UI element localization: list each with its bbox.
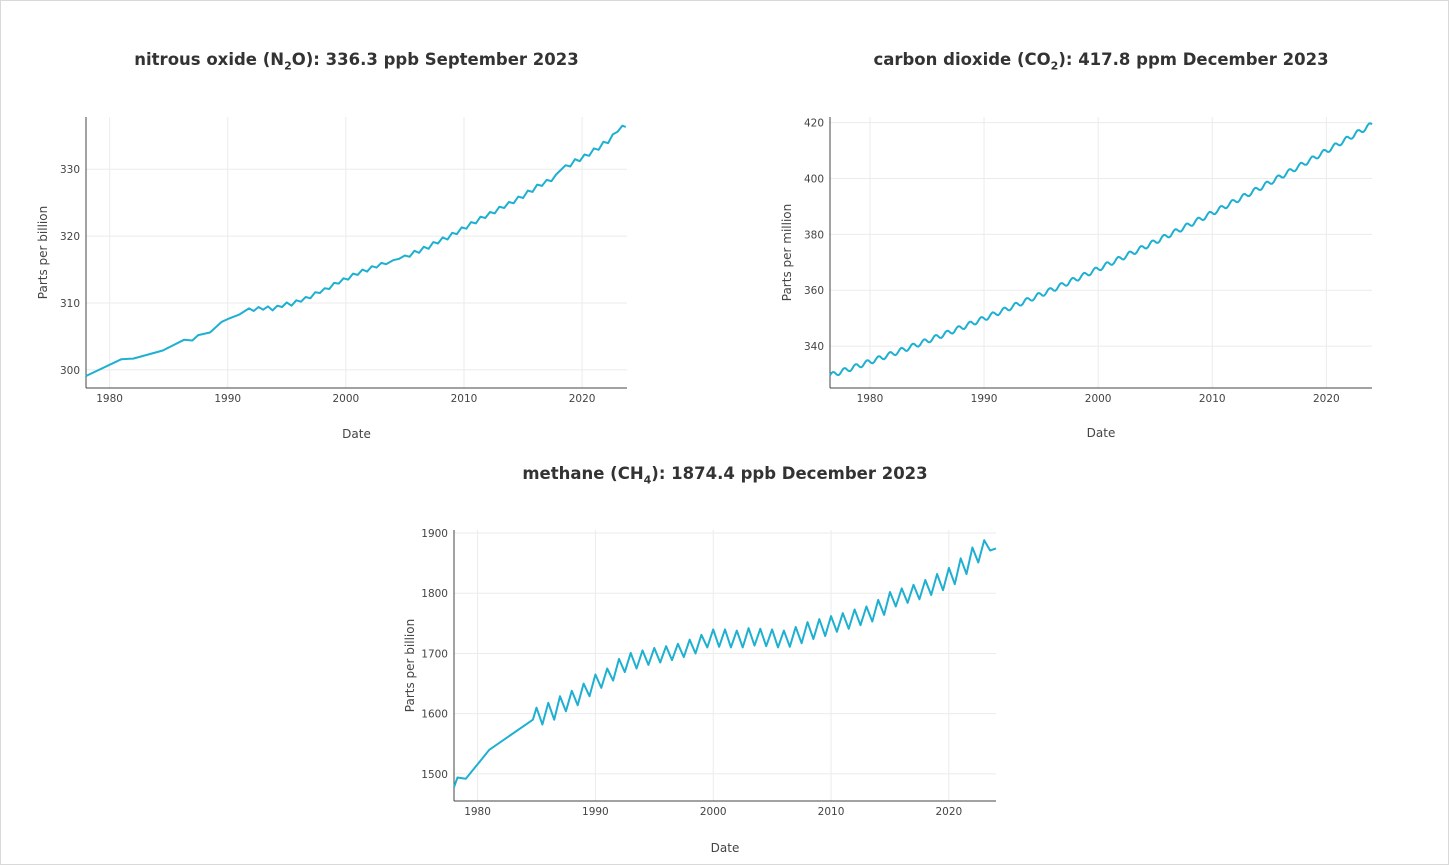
co2-y-tick-label: 380 <box>804 229 824 241</box>
co2-y-tick-label: 360 <box>804 285 824 297</box>
ch4-y-tick-label: 1600 <box>421 709 448 721</box>
n2o-x-tick-label: 2000 <box>333 393 360 405</box>
ch4-y-tick-label: 1700 <box>421 648 448 660</box>
n2o-x-tick-label: 2010 <box>451 393 478 405</box>
n2o-y-tick-label: 320 <box>60 231 80 243</box>
co2-y-tick-label: 340 <box>804 341 824 353</box>
ch4-y-tick-label: 1900 <box>421 528 448 540</box>
co2-x-tick-label: 2010 <box>1199 393 1226 405</box>
n2o-y-axis-label: Parts per billion <box>36 206 50 299</box>
co2-series-line <box>829 122 1373 377</box>
co2-chart-title: carbon dioxide (CO2): 417.8 ppm December… <box>873 50 1329 73</box>
ch4-x-tick-label: 2010 <box>818 806 845 818</box>
ch4-y-axis-label: Parts per billion <box>403 619 417 712</box>
co2-y-axis-label: Parts per million <box>780 204 794 301</box>
n2o-x-axis-label: Date <box>342 427 371 441</box>
co2-x-axis-label: Date <box>1087 426 1116 440</box>
ch4-y-tick-label: 1500 <box>421 769 448 781</box>
co2-x-tick-label: 2000 <box>1085 393 1112 405</box>
n2o-x-tick-label: 1990 <box>214 393 241 405</box>
co2-y-tick-label: 400 <box>804 173 824 185</box>
co2-y-tick-label: 420 <box>804 118 824 130</box>
n2o-x-tick-label: 2020 <box>569 393 596 405</box>
ch4-x-tick-label: 2020 <box>936 806 963 818</box>
n2o-y-tick-label: 330 <box>60 164 80 176</box>
ch4-x-tick-label: 1980 <box>464 806 491 818</box>
ch4-chart-title: methane (CH4): 1874.4 ppb December 2023 <box>522 464 928 487</box>
co2-x-tick-label: 1990 <box>971 393 998 405</box>
ch4-x-tick-label: 1990 <box>582 806 609 818</box>
n2o-chart-title: nitrous oxide (N2O): 336.3 ppb September… <box>134 50 579 73</box>
n2o-y-tick-label: 300 <box>60 365 80 377</box>
n2o-y-tick-label: 310 <box>60 298 80 310</box>
ch4-series-line <box>453 539 997 788</box>
ch4-x-tick-label: 2000 <box>700 806 727 818</box>
co2-x-tick-label: 1980 <box>857 393 884 405</box>
ch4-y-tick-label: 1800 <box>421 588 448 600</box>
ch4-x-axis-label: Date <box>711 841 740 855</box>
n2o-series-line <box>85 124 627 377</box>
n2o-x-tick-label: 1980 <box>96 393 123 405</box>
co2-x-tick-label: 2020 <box>1313 393 1340 405</box>
